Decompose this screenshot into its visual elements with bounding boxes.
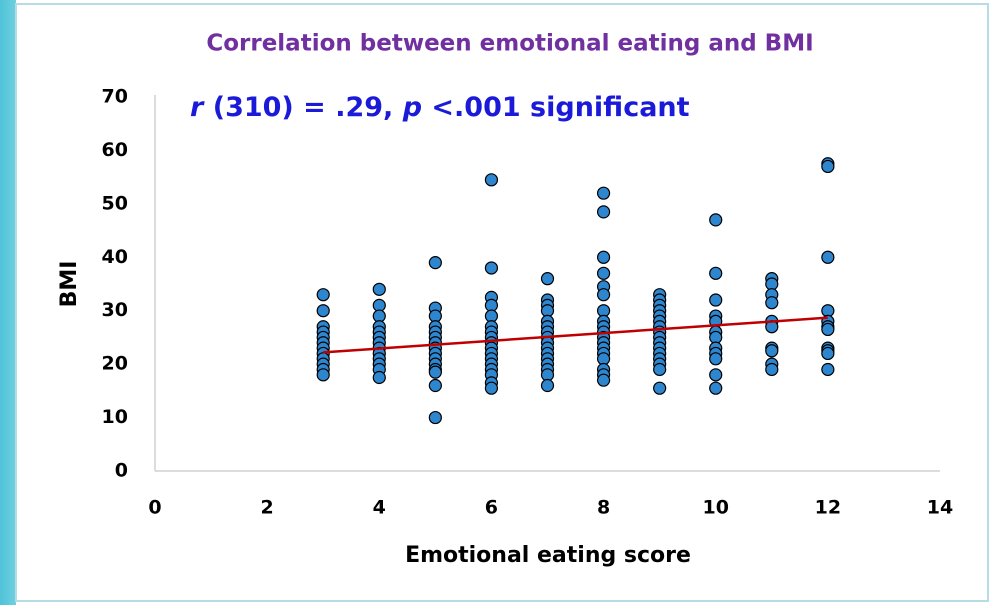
x-tick-label: 4: [373, 497, 386, 519]
y-tick-label: 70: [102, 86, 128, 108]
x-tick-label: 8: [597, 497, 610, 519]
x-tick-label: 14: [927, 497, 953, 519]
point: [316, 304, 330, 318]
point: [709, 381, 723, 395]
point: [821, 250, 835, 264]
y-tick-label: 40: [102, 246, 128, 268]
point: [372, 370, 386, 385]
y-tick-label: 60: [102, 139, 128, 161]
y-axis-label: BMI: [57, 261, 82, 308]
y-tick-label: 0: [115, 460, 128, 482]
point: [596, 288, 611, 302]
point: [428, 365, 442, 379]
point: [484, 173, 499, 187]
point: [821, 346, 835, 361]
panel: [15, 3, 989, 602]
point: [596, 186, 611, 200]
point: [372, 282, 386, 296]
point: [709, 352, 723, 366]
point: [428, 378, 442, 393]
point: [316, 368, 330, 382]
point: [709, 213, 723, 227]
x-tick-label: 12: [815, 497, 841, 519]
annotation: r (310) = .29, p <.001 significant: [190, 92, 690, 123]
point: [428, 256, 442, 270]
point: [428, 410, 442, 425]
y-tick-label: 30: [102, 299, 128, 321]
point: [484, 381, 499, 395]
y-tick-label: 50: [102, 192, 128, 214]
chart-title: Correlation between emotional eating and…: [206, 31, 813, 57]
x-tick-label: 6: [485, 497, 498, 519]
point: [709, 368, 723, 382]
x-tick-label: 2: [261, 497, 274, 519]
point: [709, 266, 723, 280]
annotation-part: <.001 significant: [422, 92, 690, 123]
annotation-part: p: [402, 92, 422, 123]
point: [484, 261, 499, 275]
point: [765, 344, 779, 358]
x-tick-label: 10: [702, 497, 728, 519]
point: [540, 272, 555, 286]
point: [821, 159, 835, 174]
x-axis-label: Emotional eating score: [405, 543, 691, 568]
point: [653, 362, 667, 377]
point: [765, 362, 779, 377]
trendline: [323, 316, 828, 354]
annotation-part: r: [190, 92, 205, 123]
point: [316, 288, 330, 302]
annotation-part: (310) = .29,: [203, 92, 402, 123]
x-tick-label: 0: [148, 497, 161, 519]
point: [821, 362, 835, 377]
point: [596, 373, 611, 387]
point: [709, 293, 723, 307]
point: [596, 205, 611, 219]
y-tick-label: 10: [102, 406, 128, 428]
point: [596, 250, 611, 264]
point: [653, 381, 667, 395]
point: [540, 378, 555, 393]
point: [765, 296, 779, 310]
point: [596, 266, 611, 280]
point: [821, 322, 835, 337]
y-tick-label: 20: [102, 353, 128, 375]
